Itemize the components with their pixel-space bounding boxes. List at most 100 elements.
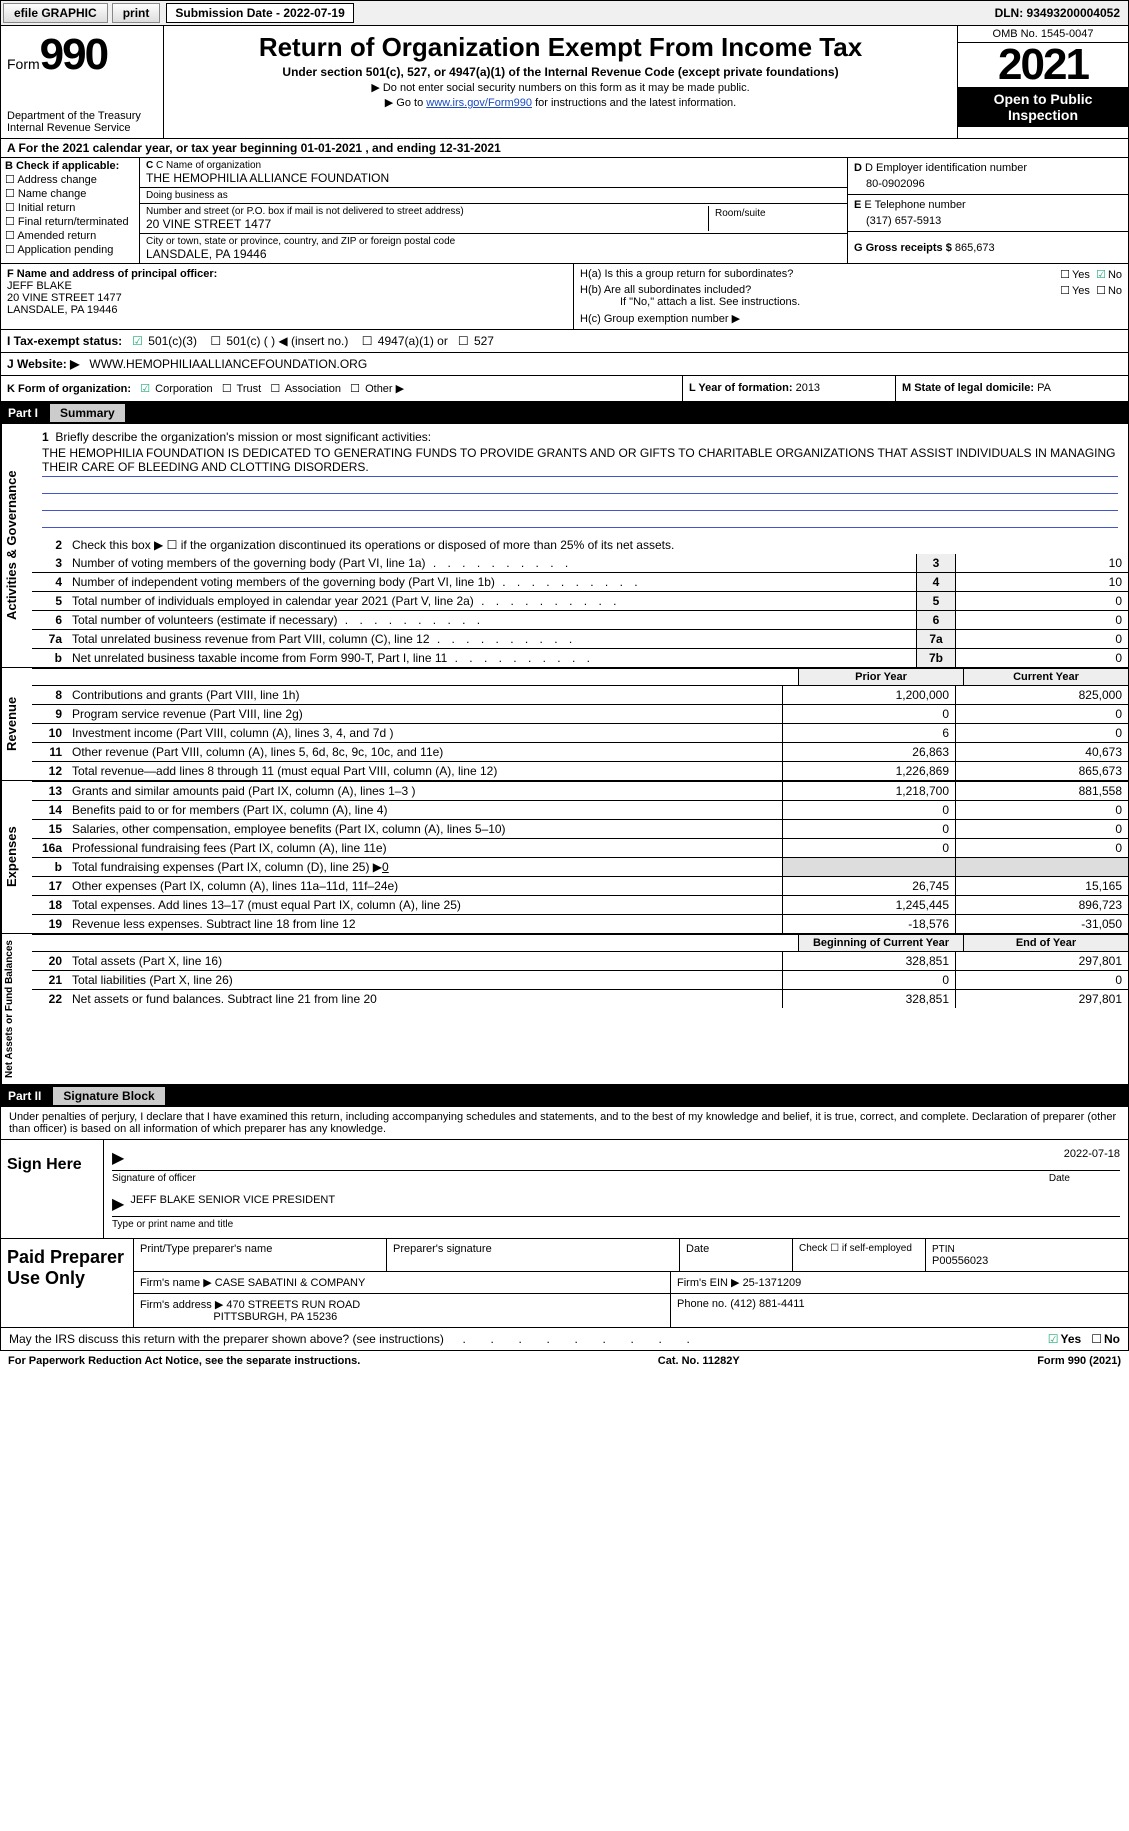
- b-label: B Check if applicable:: [5, 160, 119, 172]
- gross-receipts: 865,673: [955, 242, 995, 254]
- chk-association[interactable]: [270, 383, 282, 395]
- part2-header: Part II Signature Block: [0, 1085, 1129, 1107]
- paperwork-notice: For Paperwork Reduction Act Notice, see …: [8, 1355, 360, 1367]
- col-end-year: End of Year: [963, 935, 1128, 951]
- form-num: 990: [40, 30, 107, 79]
- prior-year-value: 1,218,700: [782, 782, 955, 800]
- shaded-cell: [955, 858, 1128, 876]
- firm-phone: (412) 881-4411: [730, 1298, 804, 1310]
- line-boxnum: 7a: [916, 630, 955, 648]
- chk-final-return[interactable]: Final return/terminated: [5, 215, 135, 228]
- line-num: 8: [32, 686, 68, 704]
- efile-label: efile GRAPHIC: [3, 3, 108, 23]
- irs-link[interactable]: www.irs.gov/Form990: [426, 97, 532, 109]
- summary-line: b Net unrelated business taxable income …: [32, 648, 1128, 667]
- name-title-label: Type or print name and title: [112, 1219, 1120, 1230]
- line-desc: Salaries, other compensation, employee b…: [68, 820, 782, 838]
- city-label: City or town, state or province, country…: [146, 236, 841, 247]
- ptin-value: P00556023: [932, 1255, 988, 1267]
- discuss-no[interactable]: [1091, 1332, 1104, 1346]
- summary-line: 5 Total number of individuals employed i…: [32, 591, 1128, 610]
- chk-address-change[interactable]: Address change: [5, 173, 135, 186]
- ptin-label: PTIN: [932, 1244, 955, 1255]
- discuss-text: May the IRS discuss this return with the…: [9, 1332, 444, 1346]
- vlabel-expenses: Expenses: [1, 781, 32, 933]
- line-num: 21: [32, 971, 68, 989]
- part1-activities-governance: Activities & Governance 1 Briefly descri…: [0, 424, 1129, 668]
- chk-application-pending[interactable]: Application pending: [5, 243, 135, 256]
- line-desc: Total unrelated business revenue from Pa…: [68, 630, 916, 648]
- submission-date: Submission Date - 2022-07-19: [166, 3, 353, 23]
- cat-no: Cat. No. 11282Y: [658, 1355, 740, 1367]
- current-year-value: 881,558: [955, 782, 1128, 800]
- chk-trust[interactable]: [222, 383, 234, 395]
- ha-yes[interactable]: [1060, 269, 1072, 281]
- room-suite-label: Room/suite: [709, 206, 841, 231]
- line-desc: Number of independent voting members of …: [68, 573, 916, 591]
- section-fh: F Name and address of principal officer:…: [0, 264, 1129, 330]
- current-year-value: 15,165: [955, 877, 1128, 895]
- line-num: 9: [32, 705, 68, 723]
- chk-4947[interactable]: [362, 334, 375, 348]
- footer: For Paperwork Reduction Act Notice, see …: [0, 1351, 1129, 1371]
- form-word: Form: [7, 56, 40, 72]
- chk-other[interactable]: [350, 383, 362, 395]
- line-num: 15: [32, 820, 68, 838]
- k-label: K Form of organization:: [7, 383, 131, 395]
- l-label: L Year of formation:: [689, 382, 793, 394]
- part1-expenses: Expenses 13 Grants and similar amounts p…: [0, 781, 1129, 934]
- col-current-year: Current Year: [963, 669, 1128, 685]
- summary-line: 6 Total number of volunteers (estimate i…: [32, 610, 1128, 629]
- line-desc: Total assets (Part X, line 16): [68, 952, 782, 970]
- two-col-line: 16a Professional fundraising fees (Part …: [32, 838, 1128, 857]
- h-b-label: H(b) Are all subordinates included?: [580, 284, 751, 296]
- firm-ein: 25-1371209: [743, 1277, 802, 1289]
- part1-title: Summary: [50, 404, 125, 422]
- discuss-row: May the IRS discuss this return with the…: [0, 1328, 1129, 1351]
- preparer-name-label: Print/Type preparer's name: [133, 1239, 386, 1271]
- blank-line: [42, 479, 1118, 494]
- line-boxnum: 7b: [916, 649, 955, 667]
- chk-501c3[interactable]: [132, 334, 145, 348]
- line-num: 4: [32, 573, 68, 591]
- discuss-yes[interactable]: [1048, 1332, 1061, 1346]
- ha-no[interactable]: [1096, 269, 1108, 281]
- dept-treasury: Department of the Treasury Internal Reve…: [7, 110, 157, 134]
- chk-527[interactable]: [458, 334, 471, 348]
- line-num: b: [32, 649, 68, 667]
- print-button[interactable]: print: [112, 3, 161, 23]
- prior-year-value: 0: [782, 971, 955, 989]
- dln-label: DLN: 93493200004052: [987, 4, 1128, 22]
- line2-text: Check this box ▶ ☐ if the organization d…: [68, 536, 1128, 554]
- chk-name-change[interactable]: Name change: [5, 187, 135, 200]
- chk-501c[interactable]: [210, 334, 223, 348]
- prior-year-value: 6: [782, 724, 955, 742]
- line-desc: Other expenses (Part IX, column (A), lin…: [68, 877, 782, 895]
- prior-year-value: 1,200,000: [782, 686, 955, 704]
- ein-value: 80-0902096: [854, 174, 1122, 190]
- self-employed-check[interactable]: Check ☐ if self-employed: [792, 1239, 925, 1271]
- line-boxnum: 6: [916, 611, 955, 629]
- chk-corporation[interactable]: [140, 383, 152, 395]
- hb-yes[interactable]: [1060, 285, 1072, 297]
- two-col-line: 21 Total liabilities (Part X, line 26) 0…: [32, 970, 1128, 989]
- hb-no[interactable]: [1096, 285, 1108, 297]
- paid-preparer-label: Paid Preparer Use Only: [1, 1239, 133, 1327]
- signer-name-title: JEFF BLAKE SENIOR VICE PRESIDENT: [130, 1194, 335, 1214]
- line-value: 10: [955, 573, 1128, 591]
- two-col-line: 15 Salaries, other compensation, employe…: [32, 819, 1128, 838]
- chk-amended-return[interactable]: Amended return: [5, 229, 135, 242]
- line-desc: Program service revenue (Part VIII, line…: [68, 705, 782, 723]
- current-year-value: 0: [955, 705, 1128, 723]
- line-num: 6: [32, 611, 68, 629]
- line-desc: Grants and similar amounts paid (Part IX…: [68, 782, 782, 800]
- chk-initial-return[interactable]: Initial return: [5, 201, 135, 214]
- row-i-tax-status: I Tax-exempt status: 501(c)(3) 501(c) ( …: [0, 330, 1129, 353]
- shaded-cell: [782, 858, 955, 876]
- blank-line: [42, 496, 1118, 511]
- sig-officer-label: Signature of officer: [112, 1173, 1049, 1184]
- two-col-line: 9 Program service revenue (Part VIII, li…: [32, 704, 1128, 723]
- year-formation: 2013: [796, 382, 820, 394]
- line-num: 16a: [32, 839, 68, 857]
- line-value: 0: [955, 630, 1128, 648]
